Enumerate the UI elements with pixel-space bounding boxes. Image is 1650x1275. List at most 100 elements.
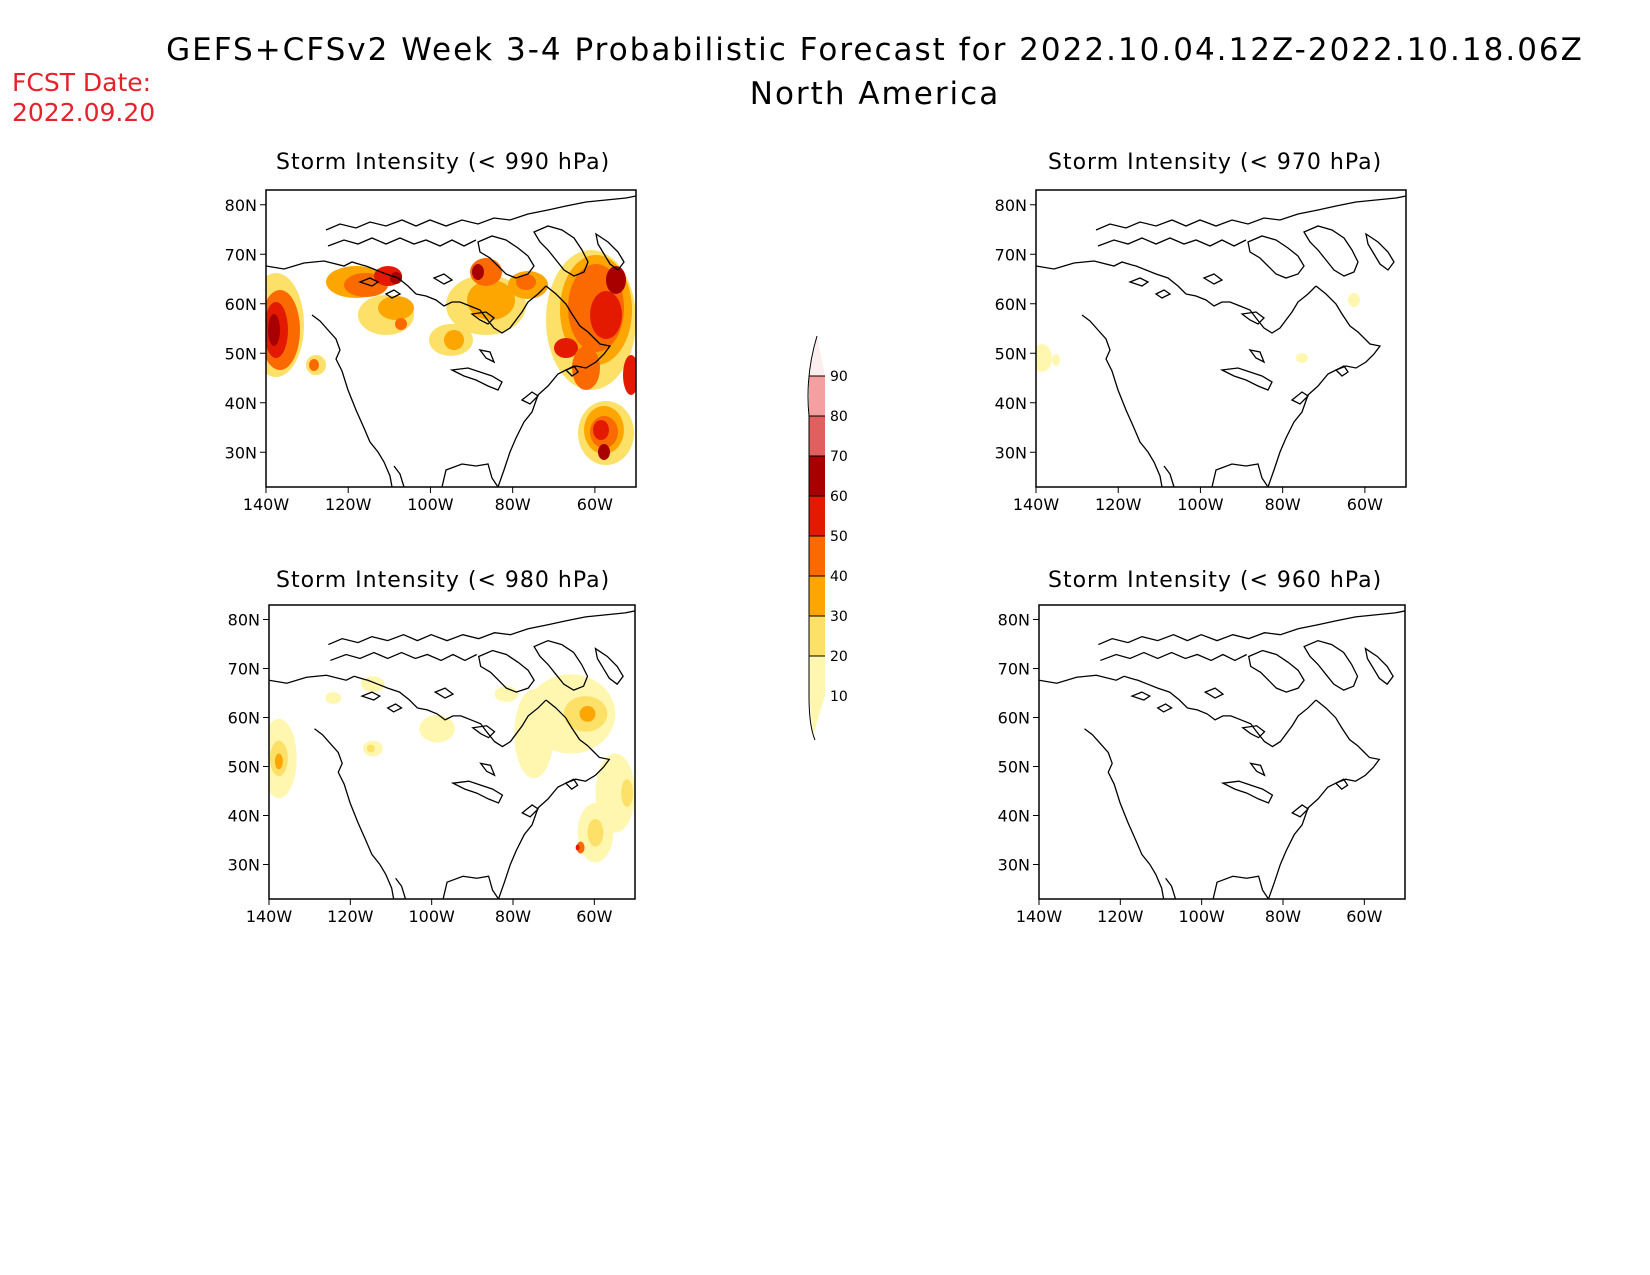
probability-cell	[309, 359, 319, 371]
colorbar-segment	[809, 376, 825, 416]
lon-label: 80W	[1265, 495, 1301, 514]
lat-label: 60N	[995, 295, 1027, 314]
probability-cell	[575, 844, 580, 851]
lat-label: 80N	[998, 611, 1030, 630]
colorbar-top-arrow	[809, 336, 825, 376]
probability-cell	[606, 266, 626, 294]
lat-label: 60N	[228, 709, 260, 728]
lat-label: 80N	[995, 196, 1027, 215]
colorbar-segment	[809, 456, 825, 496]
lon-label: 80W	[1265, 907, 1301, 926]
probability-fill	[1036, 293, 1360, 372]
colorbar-label: 50	[830, 529, 848, 545]
map-frame	[265, 189, 637, 488]
colorbar-segment	[809, 616, 825, 656]
lon-label: 120W	[1097, 907, 1144, 926]
colorbar-segment	[809, 656, 825, 696]
map-frame	[1035, 189, 1407, 488]
probability-cell	[1036, 344, 1052, 372]
probability-cell	[587, 818, 604, 847]
probability-cell	[516, 274, 536, 290]
probability-cell	[444, 330, 464, 350]
lat-label: 30N	[995, 443, 1027, 462]
lat-label: 50N	[995, 344, 1027, 363]
coastline	[1039, 610, 1405, 899]
colorbar-segment	[809, 496, 825, 536]
probability-cell	[554, 338, 578, 358]
probability-cell	[623, 355, 636, 395]
lat-label: 50N	[225, 344, 257, 363]
probability-cell	[378, 296, 414, 320]
lon-label: 140W	[246, 907, 293, 926]
colorbar-segment	[809, 536, 825, 576]
probability-cell	[1052, 354, 1060, 366]
lat-label: 30N	[998, 856, 1030, 875]
lon-label: 80W	[495, 907, 531, 926]
probability-cell	[274, 753, 283, 770]
lat-label: 40N	[995, 394, 1027, 413]
probability-cell	[1296, 353, 1308, 363]
colorbar-segment	[809, 416, 825, 456]
lon-label: 140W	[1013, 495, 1060, 514]
probability-cell	[419, 714, 455, 743]
probability-fill	[269, 674, 635, 863]
probability-cell	[579, 705, 596, 722]
lat-label: 40N	[998, 807, 1030, 826]
lon-label: 100W	[1178, 907, 1225, 926]
probability-cell	[268, 314, 280, 346]
fcst-date-value: 2022.09.20	[12, 98, 156, 127]
lon-label: 60W	[1346, 907, 1382, 926]
lat-label: 80N	[228, 611, 260, 630]
lat-label: 70N	[998, 660, 1030, 679]
probability-cell	[598, 444, 610, 460]
probability-cell	[590, 291, 622, 339]
lon-label: 140W	[1016, 907, 1063, 926]
coastline	[269, 610, 635, 899]
map-panel-p980: 80N 70N 60N 50N 40N 30N 140W 120W 100W 80W 60W	[228, 604, 636, 926]
lon-label: 60W	[576, 907, 612, 926]
map-frame	[1038, 604, 1406, 900]
lat-label: 70N	[225, 245, 257, 264]
probability-cell	[593, 420, 609, 440]
lat-label: 60N	[225, 295, 257, 314]
colorbar-label: 60	[830, 489, 848, 505]
colorbar-label: 70	[830, 449, 848, 465]
lat-label: 40N	[228, 807, 260, 826]
panel-title-960: Storm Intensity (< 960 hPa)	[1048, 568, 1383, 593]
lat-label: 30N	[228, 856, 260, 875]
lon-label: 80W	[495, 495, 531, 514]
map-panel-p960: 80N 70N 60N 50N 40N 30N 140W 120W 100W 80W 60W	[998, 604, 1406, 926]
probability-cell	[360, 676, 385, 693]
colorbar: 10 20 30 40 50 60 70 80 90	[807, 335, 848, 741]
probability-fill	[266, 250, 636, 465]
colorbar-segment	[809, 576, 825, 616]
probability-cell	[472, 264, 484, 280]
map-panel-p970: 80N 70N 60N 50N 40N 30N 140W 120W 100W 80W 60W	[995, 189, 1407, 514]
colorbar-label: 20	[830, 649, 848, 665]
map-panel-p990: 80N 70N 60N 50N 40N 30N 140W 120W 100W 80W 60W	[225, 189, 637, 514]
lon-label: 140W	[243, 495, 290, 514]
lon-label: 100W	[407, 495, 454, 514]
lon-label: 100W	[1177, 495, 1224, 514]
fcst-date-label: FCST Date:	[12, 68, 152, 97]
lon-label: 60W	[577, 495, 613, 514]
probability-cell	[1348, 293, 1360, 307]
lon-label: 60W	[1347, 495, 1383, 514]
panel-title-990: Storm Intensity (< 990 hPa)	[276, 150, 611, 175]
subtitle: North America	[749, 76, 1001, 112]
lat-label: 40N	[225, 394, 257, 413]
lon-label: 120W	[325, 495, 372, 514]
probability-cell	[325, 692, 342, 704]
probability-cell	[621, 779, 634, 807]
lat-label: 30N	[225, 443, 257, 462]
coastline	[1036, 195, 1406, 487]
colorbar-bottom-arrow	[809, 696, 825, 736]
lat-label: 70N	[228, 660, 260, 679]
lat-label: 80N	[225, 196, 257, 215]
colorbar-label: 30	[830, 609, 848, 625]
main-title: GEFS+CFSv2 Week 3-4 Probabilistic Foreca…	[166, 32, 1584, 68]
colorbar-label: 90	[830, 369, 848, 385]
lat-label: 60N	[998, 709, 1030, 728]
panel-title-980: Storm Intensity (< 980 hPa)	[276, 568, 611, 593]
